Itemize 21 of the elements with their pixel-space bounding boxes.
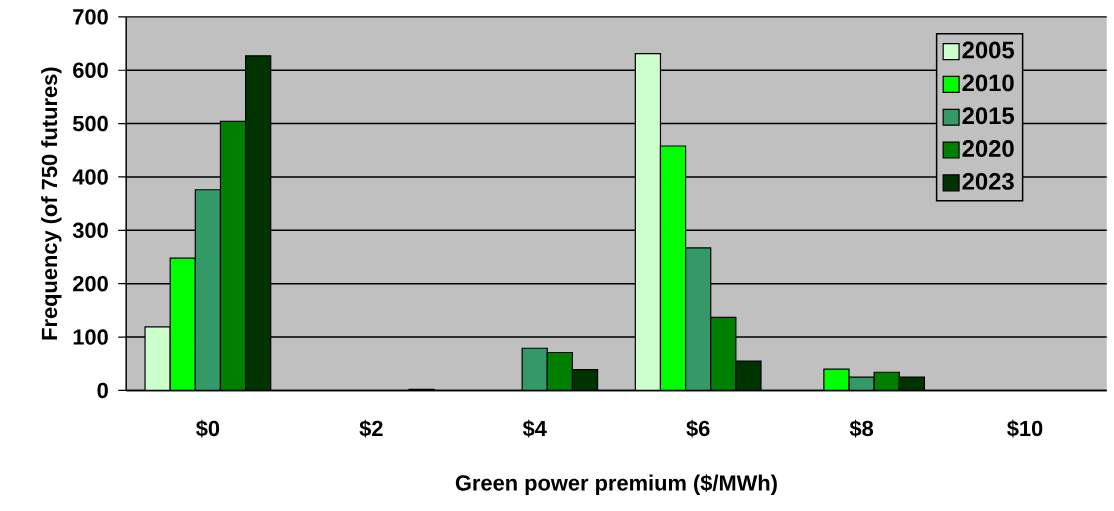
y-tick-label: 300 xyxy=(72,222,108,239)
y-tick-label: 100 xyxy=(73,329,108,345)
x-tick-label: $6 xyxy=(686,419,710,438)
x-tick-label: $8 xyxy=(849,419,874,438)
legend-label: 2005 xyxy=(962,41,1015,59)
x-axis-title: Green power premium ($/MWh) xyxy=(455,474,777,496)
legend-label: 2023 xyxy=(962,173,1014,191)
legend-label: 2020 xyxy=(962,140,1014,158)
legend-label: 2010 xyxy=(962,74,1014,92)
x-tick-label: $10 xyxy=(1007,419,1043,438)
x-tick-label: $0 xyxy=(196,419,220,438)
y-axis-title: Frequency (of 750 futures) xyxy=(41,67,62,340)
x-tick-label: $2 xyxy=(359,419,383,438)
y-tick-label: 500 xyxy=(72,116,108,132)
legend-label: 2015 xyxy=(962,107,1015,125)
y-tick-label: 200 xyxy=(73,276,108,292)
y-tick-label: 0 xyxy=(97,382,108,399)
y-tick-label: 700 xyxy=(73,9,108,25)
x-tick-label: $4 xyxy=(522,419,547,438)
y-tick-label: 600 xyxy=(73,62,108,79)
y-tick-label: 400 xyxy=(72,169,108,185)
